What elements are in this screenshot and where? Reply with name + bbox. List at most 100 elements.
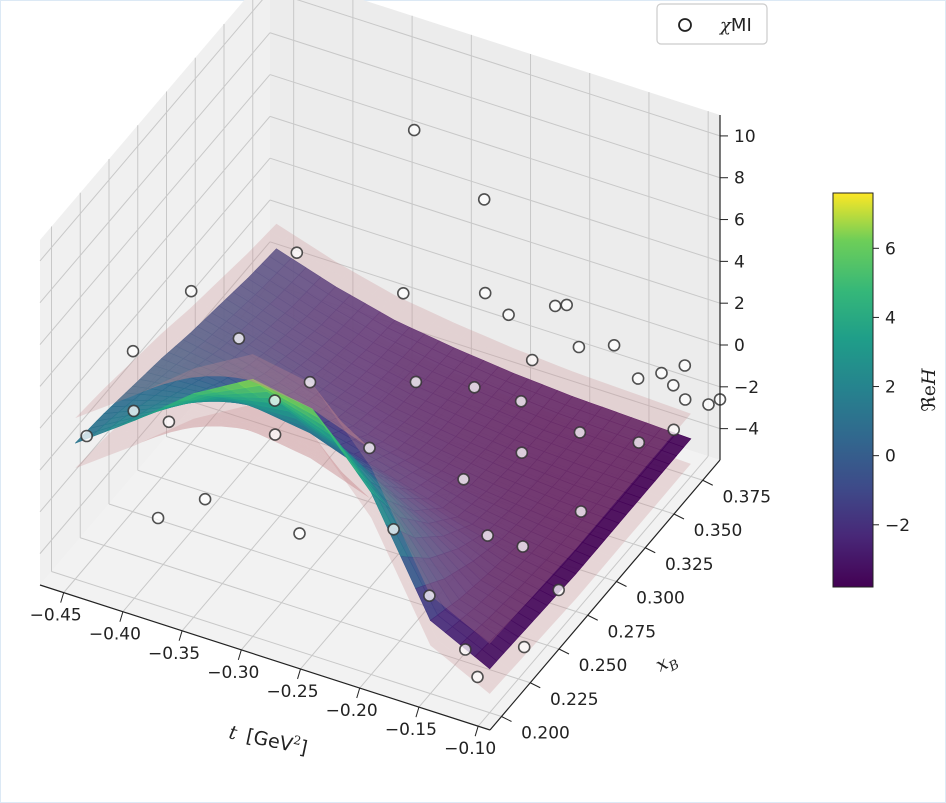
band-upper-cell-561: [140, 363, 163, 371]
band-upper-cell-481: [221, 366, 244, 374]
band-lower-cell-781: [445, 651, 468, 670]
band-lower-cell-629: [303, 446, 326, 465]
band-lower-cell-592: [177, 423, 200, 427]
band-lower-cell-251: [611, 526, 634, 540]
band-upper-cell-120: [358, 324, 381, 340]
band-upper-cell-297: [449, 431, 471, 446]
band-lower-cell-630: [318, 457, 341, 475]
band-upper-cell-57: [269, 248, 292, 265]
tick-label-z-1: −2: [734, 378, 759, 398]
band-upper-cell-89: [321, 292, 344, 308]
scatter-point-10: [268, 428, 282, 441]
band-upper-cell-509: [213, 368, 236, 375]
band-upper-cell-761: [149, 380, 172, 389]
band-upper-cell-526: [465, 515, 488, 531]
scatter-point-27: [423, 589, 436, 603]
band-lower-cell-615: [518, 630, 540, 647]
band-upper-cell-217: [529, 434, 552, 449]
band-lower-cell-758: [104, 447, 127, 457]
band-lower-cell-547: [354, 488, 377, 501]
band-upper-cell-654: [252, 375, 274, 384]
band-upper-cell-9: [402, 302, 425, 317]
band-upper-cell-236: [389, 384, 412, 398]
band-lower-cell-654: [252, 425, 274, 434]
band-lower-cell-762: [164, 425, 186, 433]
band-upper-cell-102: [514, 384, 537, 399]
band-upper-cell-520: [376, 449, 399, 463]
band-upper-cell-260: [323, 358, 345, 373]
band-upper-cell-63: [358, 301, 381, 318]
band-upper-cell-507: [184, 359, 207, 367]
band-upper-cell-33: [336, 277, 359, 294]
band-upper-cell-560: [125, 361, 148, 370]
band-lower-cell-540: [251, 430, 274, 440]
tick-mark-t-1: [119, 611, 124, 622]
band-upper-cell-582: [451, 523, 474, 541]
band-upper-cell-630: [318, 406, 341, 425]
band-lower-cell-601: [310, 453, 333, 472]
band-upper-cell-184: [463, 395, 485, 410]
band-lower-cell-515: [302, 453, 325, 465]
band-upper-cell-404: [346, 414, 369, 426]
scatter-point-18: [478, 286, 492, 300]
band-upper-cell-726: [474, 599, 497, 618]
band-upper-cell-65: [388, 317, 411, 332]
band-upper-cell-181: [418, 375, 441, 390]
band-upper-cell-518: [347, 430, 370, 443]
band-lower-cell-756: [75, 456, 98, 469]
grid-left-z-6: [39, 32, 271, 304]
band-upper-cell-780: [430, 590, 453, 608]
band-upper-cell-658: [311, 399, 334, 418]
band-upper-cell-340: [242, 339, 265, 353]
band-upper-cell-747: [363, 453, 386, 480]
band-upper-cell-56: [254, 238, 277, 256]
band-lower-cell-728: [82, 449, 105, 461]
band-lower-cell-761: [149, 431, 172, 439]
colorbar-gradient: [832, 192, 874, 588]
band-upper-cell-681: [230, 371, 252, 376]
band-upper-cell-44: [498, 356, 521, 370]
band-upper-cell-701: [104, 390, 127, 400]
tick-label-xb-1: 0.225: [550, 690, 599, 710]
legend-label-mi: MI: [731, 15, 752, 36]
band-upper-cell-75: [536, 382, 559, 397]
band-upper-cell-126: [447, 367, 470, 382]
band-upper-cell-280: [197, 294, 220, 310]
band-upper-cell-543: [295, 401, 318, 411]
band-upper-cell-201: [292, 319, 315, 335]
band-upper-cell-694: [422, 532, 445, 557]
band-upper-cell-243: [493, 430, 515, 445]
grid-left-z-2: [39, 199, 271, 471]
band-upper-cell-443: [501, 506, 524, 522]
band-lower-cell-744: [319, 443, 342, 472]
band-upper-cell-628: [288, 386, 311, 404]
band-upper-cell-764: [193, 364, 216, 370]
band-lower-cell-460: [331, 467, 354, 480]
band-upper-cell-458: [302, 401, 325, 412]
tick-mark-xb-1: [530, 682, 541, 689]
band-lower-cell-402: [316, 448, 339, 460]
band-lower-cell-223: [618, 517, 641, 532]
tick-mark-t-4: [297, 668, 302, 680]
band-upper-cell-186: [492, 408, 515, 423]
band-upper-cell-687: [318, 401, 341, 421]
band-upper-cell-330: [515, 471, 538, 486]
band-lower-cell-374: [323, 445, 346, 457]
band-upper-cell-205: [352, 353, 375, 369]
band-upper-cell-121: [373, 332, 396, 347]
legend: χMI: [656, 3, 768, 45]
scatter-point-30: [607, 338, 621, 352]
band-upper-cell-231: [315, 343, 338, 359]
band-upper-cell-239: [433, 404, 456, 419]
band-lower-cell-517: [332, 470, 355, 484]
band-lower-cell-684: [274, 422, 297, 440]
band-upper-cell-253: [219, 296, 242, 312]
band-upper-cell-580: [421, 496, 444, 512]
band-upper-cell-421: [176, 333, 199, 346]
band-upper-cell-437: [413, 460, 436, 474]
band-upper-cell-435: [383, 443, 406, 456]
band-upper-cell-415: [509, 499, 532, 514]
band-upper-cell-775: [356, 446, 379, 474]
band-upper-cell-581: [436, 510, 459, 526]
band-upper-cell-748: [378, 473, 401, 507]
